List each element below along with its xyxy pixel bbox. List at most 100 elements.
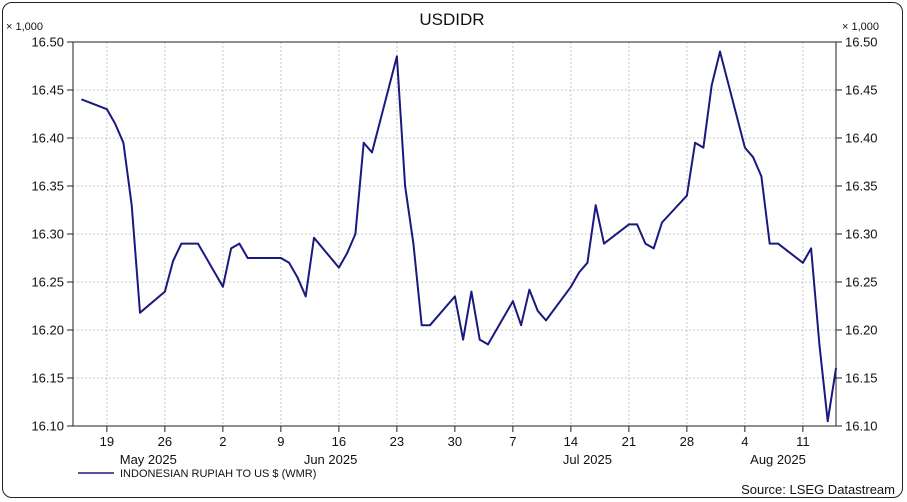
x-tick-label: 26 <box>158 434 172 449</box>
data-point <box>114 122 116 125</box>
data-point <box>106 108 108 111</box>
data-point <box>371 151 373 154</box>
data-point <box>520 324 522 327</box>
y-tick-label-right: 16.10 <box>845 419 878 434</box>
data-point <box>594 204 597 207</box>
data-point <box>122 141 125 144</box>
legend-label: INDONESIAN RUPIAH TO US $ (WMR) <box>120 468 316 480</box>
data-point <box>536 309 539 312</box>
data-point <box>686 194 688 197</box>
data-point <box>644 242 647 245</box>
gridlines <box>73 41 836 427</box>
data-point <box>570 285 572 288</box>
data-point <box>628 223 630 226</box>
x-tick-label: 11 <box>796 434 810 449</box>
y-axis-right: 16.10 16.15 16.20 16.25 16.30 16.35 16.40 16.45… <box>836 35 878 434</box>
data-point <box>429 324 431 327</box>
y-tick-label-left: 16.30 <box>31 227 64 242</box>
data-point <box>180 242 183 245</box>
data-point <box>280 257 282 259</box>
data-point <box>578 271 580 274</box>
left-unit-label: × 1,000 <box>6 21 43 33</box>
data-point <box>545 319 547 322</box>
x-tick-label: 2 <box>219 434 226 449</box>
y-tick-label-left: 16.10 <box>31 419 64 434</box>
data-point <box>487 343 489 346</box>
data-point <box>362 141 365 144</box>
data-point <box>810 247 812 250</box>
data-point <box>478 338 481 341</box>
data-point <box>835 367 837 370</box>
data-point <box>404 185 406 187</box>
month-label: May 2025 <box>120 452 177 467</box>
y-tick-label-left: 16.15 <box>31 371 64 386</box>
data-point <box>512 300 514 303</box>
y-tick-label-left: 16.50 <box>31 35 64 50</box>
data-point <box>420 324 423 327</box>
data-point <box>354 233 357 235</box>
y-tick-label-right: 16.35 <box>845 179 878 194</box>
data-point <box>694 141 696 144</box>
data-point <box>744 146 746 149</box>
data-point <box>719 50 721 53</box>
right-unit-label: × 1,000 <box>842 21 879 33</box>
data-point <box>710 84 713 87</box>
data-point <box>454 295 456 298</box>
y-tick-label-right: 16.40 <box>845 131 878 146</box>
x-tick-label: 30 <box>448 434 462 449</box>
data-point <box>230 247 233 250</box>
y-tick-label-right: 16.15 <box>845 371 878 386</box>
data-point <box>288 261 290 264</box>
data-point <box>238 242 241 245</box>
data-point <box>760 175 763 178</box>
chart-title: USDIDR <box>419 10 484 29</box>
data-point <box>246 257 249 259</box>
data-point <box>222 285 224 288</box>
data-point <box>346 252 348 255</box>
data-point <box>304 295 307 298</box>
data-point <box>130 204 133 207</box>
month-label: Jul 2025 <box>563 452 612 467</box>
source-label: Source: LSEG Datastream <box>741 482 895 497</box>
y-tick-label-left: 16.20 <box>31 323 64 338</box>
y-tick-label-left: 16.25 <box>31 275 64 290</box>
x-axis: 19 26 2 9 16 23 30 7 14 21 28 4 11 <box>100 426 810 449</box>
y-tick-label-left: 16.45 <box>31 83 64 98</box>
series-layer <box>81 50 837 423</box>
data-point <box>702 146 705 149</box>
y-tick-label-right: 16.30 <box>845 227 878 242</box>
y-tick-label-left: 16.40 <box>31 131 64 146</box>
data-point <box>603 242 605 245</box>
x-tick-label: 21 <box>622 434 636 449</box>
data-point <box>652 247 655 250</box>
series-line <box>81 50 837 423</box>
data-point <box>636 223 638 226</box>
x-tick-label: 19 <box>100 434 114 449</box>
data-point <box>818 343 821 346</box>
data-point <box>396 55 398 58</box>
data-point <box>296 276 299 279</box>
y-tick-label-left: 16.35 <box>31 179 64 194</box>
y-axis-left: 16.10 16.15 16.20 16.25 16.30 16.35 16.40 16.45… <box>31 35 73 434</box>
x-tick-label: 16 <box>332 434 346 449</box>
data-point <box>752 156 754 159</box>
data-point <box>412 242 415 245</box>
y-tick-label-right: 16.45 <box>845 83 878 98</box>
data-point <box>777 242 779 245</box>
data-point <box>197 242 199 245</box>
month-label: Aug 2025 <box>750 452 806 467</box>
data-point <box>826 420 829 423</box>
data-point <box>338 266 340 269</box>
data-point <box>255 257 257 259</box>
data-point <box>768 242 771 245</box>
data-point <box>586 261 589 264</box>
x-tick-label: 23 <box>390 434 404 449</box>
data-point <box>164 290 166 293</box>
month-label: Jun 2025 <box>304 452 358 467</box>
month-labels: May 2025 Jun 2025 Jul 2025 Aug 2025 <box>120 452 806 467</box>
data-point <box>661 221 663 224</box>
data-point <box>139 311 141 314</box>
data-point <box>172 260 175 262</box>
y-tick-label-right: 16.20 <box>845 323 878 338</box>
data-point <box>313 236 315 239</box>
